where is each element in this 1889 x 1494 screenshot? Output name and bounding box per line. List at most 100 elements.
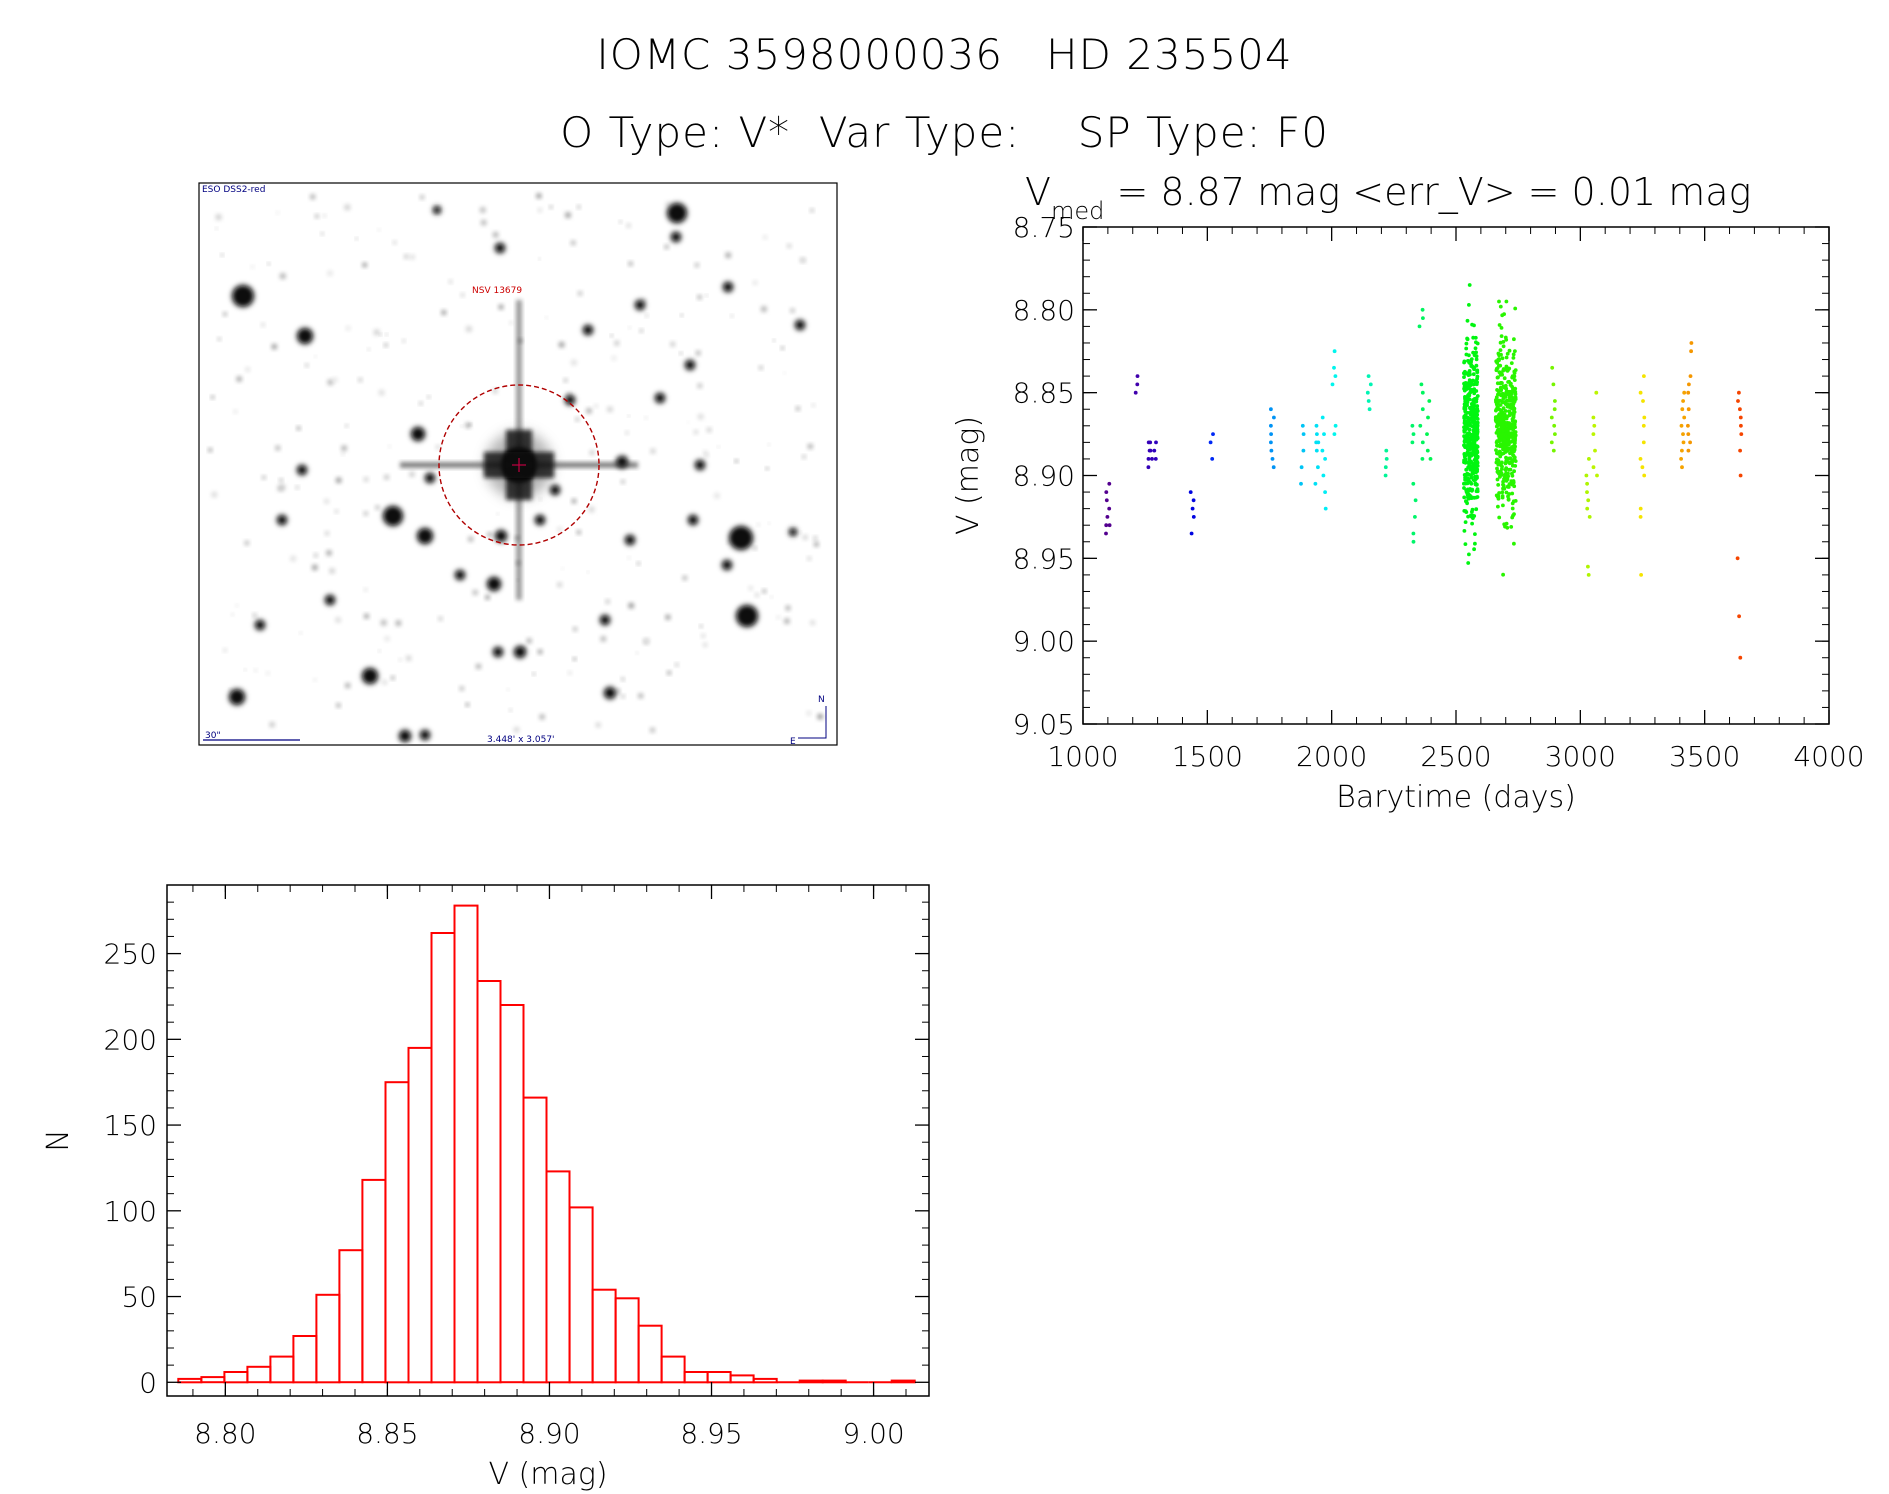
data-point	[1154, 440, 1158, 445]
data-point	[1686, 423, 1690, 428]
faint-star	[636, 561, 641, 566]
data-point	[1420, 457, 1425, 461]
faint-star	[469, 423, 472, 426]
data-point	[1688, 374, 1693, 378]
faint-star	[334, 509, 339, 514]
data-point	[1585, 481, 1589, 486]
faint-star	[762, 589, 767, 594]
data-point	[1153, 457, 1158, 461]
star	[796, 321, 804, 329]
data-point	[1496, 401, 1500, 406]
data-point	[1503, 335, 1508, 340]
data-point	[1271, 465, 1276, 470]
data-point	[1513, 397, 1518, 401]
faint-star	[295, 485, 299, 490]
data-point	[1497, 299, 1501, 304]
data-point	[1504, 457, 1509, 462]
faint-star	[384, 474, 390, 480]
histogram-axes: 8.80 8.85 8.90 8.95 9.00 0 50 100 150 200 250 V (ma…	[41, 884, 930, 1492]
data-point	[1494, 368, 1499, 373]
faint-star	[305, 363, 309, 368]
faint-star	[754, 592, 760, 598]
data-point	[1593, 448, 1597, 453]
data-point	[1471, 378, 1475, 383]
faint-star	[341, 445, 348, 452]
data-point	[1642, 473, 1647, 478]
data-point	[1512, 484, 1517, 489]
faint-star	[717, 445, 720, 448]
data-point	[1553, 432, 1557, 436]
faint-star	[811, 403, 816, 407]
data-point	[1474, 468, 1479, 473]
x-axis-label: Barytime (days)	[1336, 780, 1576, 815]
faint-star	[639, 328, 644, 333]
star	[363, 669, 377, 683]
faint-star	[271, 343, 278, 350]
faint-star	[682, 575, 688, 581]
faint-star	[427, 395, 431, 399]
faint-star	[787, 243, 792, 249]
star	[672, 233, 680, 241]
data-point	[1682, 390, 1687, 395]
y-axis-label: V (mag)	[951, 416, 986, 535]
data-point	[1501, 384, 1506, 389]
data-point	[1501, 483, 1506, 488]
data-point	[1383, 465, 1388, 470]
field-size-label: 3.448' x 3.057'	[487, 735, 555, 745]
faint-star	[314, 214, 319, 219]
faint-star	[627, 415, 630, 417]
faint-star	[363, 511, 369, 516]
histogram-bar	[384, 1081, 410, 1384]
data-point	[1191, 515, 1196, 519]
star	[724, 283, 732, 291]
data-point	[1591, 432, 1596, 436]
faint-star	[335, 617, 341, 623]
data-point	[1428, 457, 1433, 461]
data-point	[1497, 363, 1501, 368]
data-point	[1503, 395, 1508, 399]
data-point	[1188, 490, 1193, 494]
faint-star	[549, 205, 553, 209]
x-tick-label: 4000	[1793, 740, 1864, 773]
faint-star	[807, 443, 813, 450]
data-point	[1383, 473, 1388, 478]
star	[626, 536, 634, 544]
star	[494, 648, 502, 656]
star	[551, 486, 559, 494]
data-point	[1505, 404, 1510, 409]
faint-star	[526, 638, 532, 644]
y-tick-label: 8.80	[1013, 294, 1075, 327]
data-point	[1152, 448, 1157, 453]
faint-star	[388, 445, 391, 448]
data-point	[1506, 398, 1511, 403]
data-point	[1501, 429, 1506, 433]
data-point	[1739, 432, 1744, 436]
data-point	[1474, 399, 1479, 404]
faint-star	[802, 454, 806, 459]
data-point	[1512, 541, 1516, 546]
star	[790, 529, 796, 535]
data-point	[1313, 481, 1318, 486]
faint-star	[748, 586, 753, 591]
y-tick-label: 9.05	[1013, 708, 1075, 741]
data-point	[1299, 465, 1304, 470]
histogram-bar	[476, 980, 502, 1384]
histogram-bar	[522, 1096, 548, 1384]
y-tick-label: 0	[139, 1366, 157, 1399]
histogram-bar	[246, 1365, 272, 1384]
data-point	[1497, 515, 1502, 520]
data-point	[1586, 564, 1590, 569]
star	[434, 207, 440, 213]
star	[515, 647, 525, 657]
data-point	[1475, 429, 1480, 434]
faint-star	[507, 688, 510, 691]
faint-star	[799, 257, 805, 263]
light-curve-chart: Vmed = 8.87 mag <err_V> = 0.01 mag 1000 1…	[951, 170, 1865, 815]
data-point	[1513, 433, 1518, 438]
data-point	[1469, 459, 1473, 464]
faint-star	[210, 395, 215, 400]
faint-star	[245, 367, 251, 372]
data-point	[1465, 431, 1470, 436]
x-tick-label: 1500	[1172, 740, 1243, 773]
data-point	[1513, 349, 1517, 353]
